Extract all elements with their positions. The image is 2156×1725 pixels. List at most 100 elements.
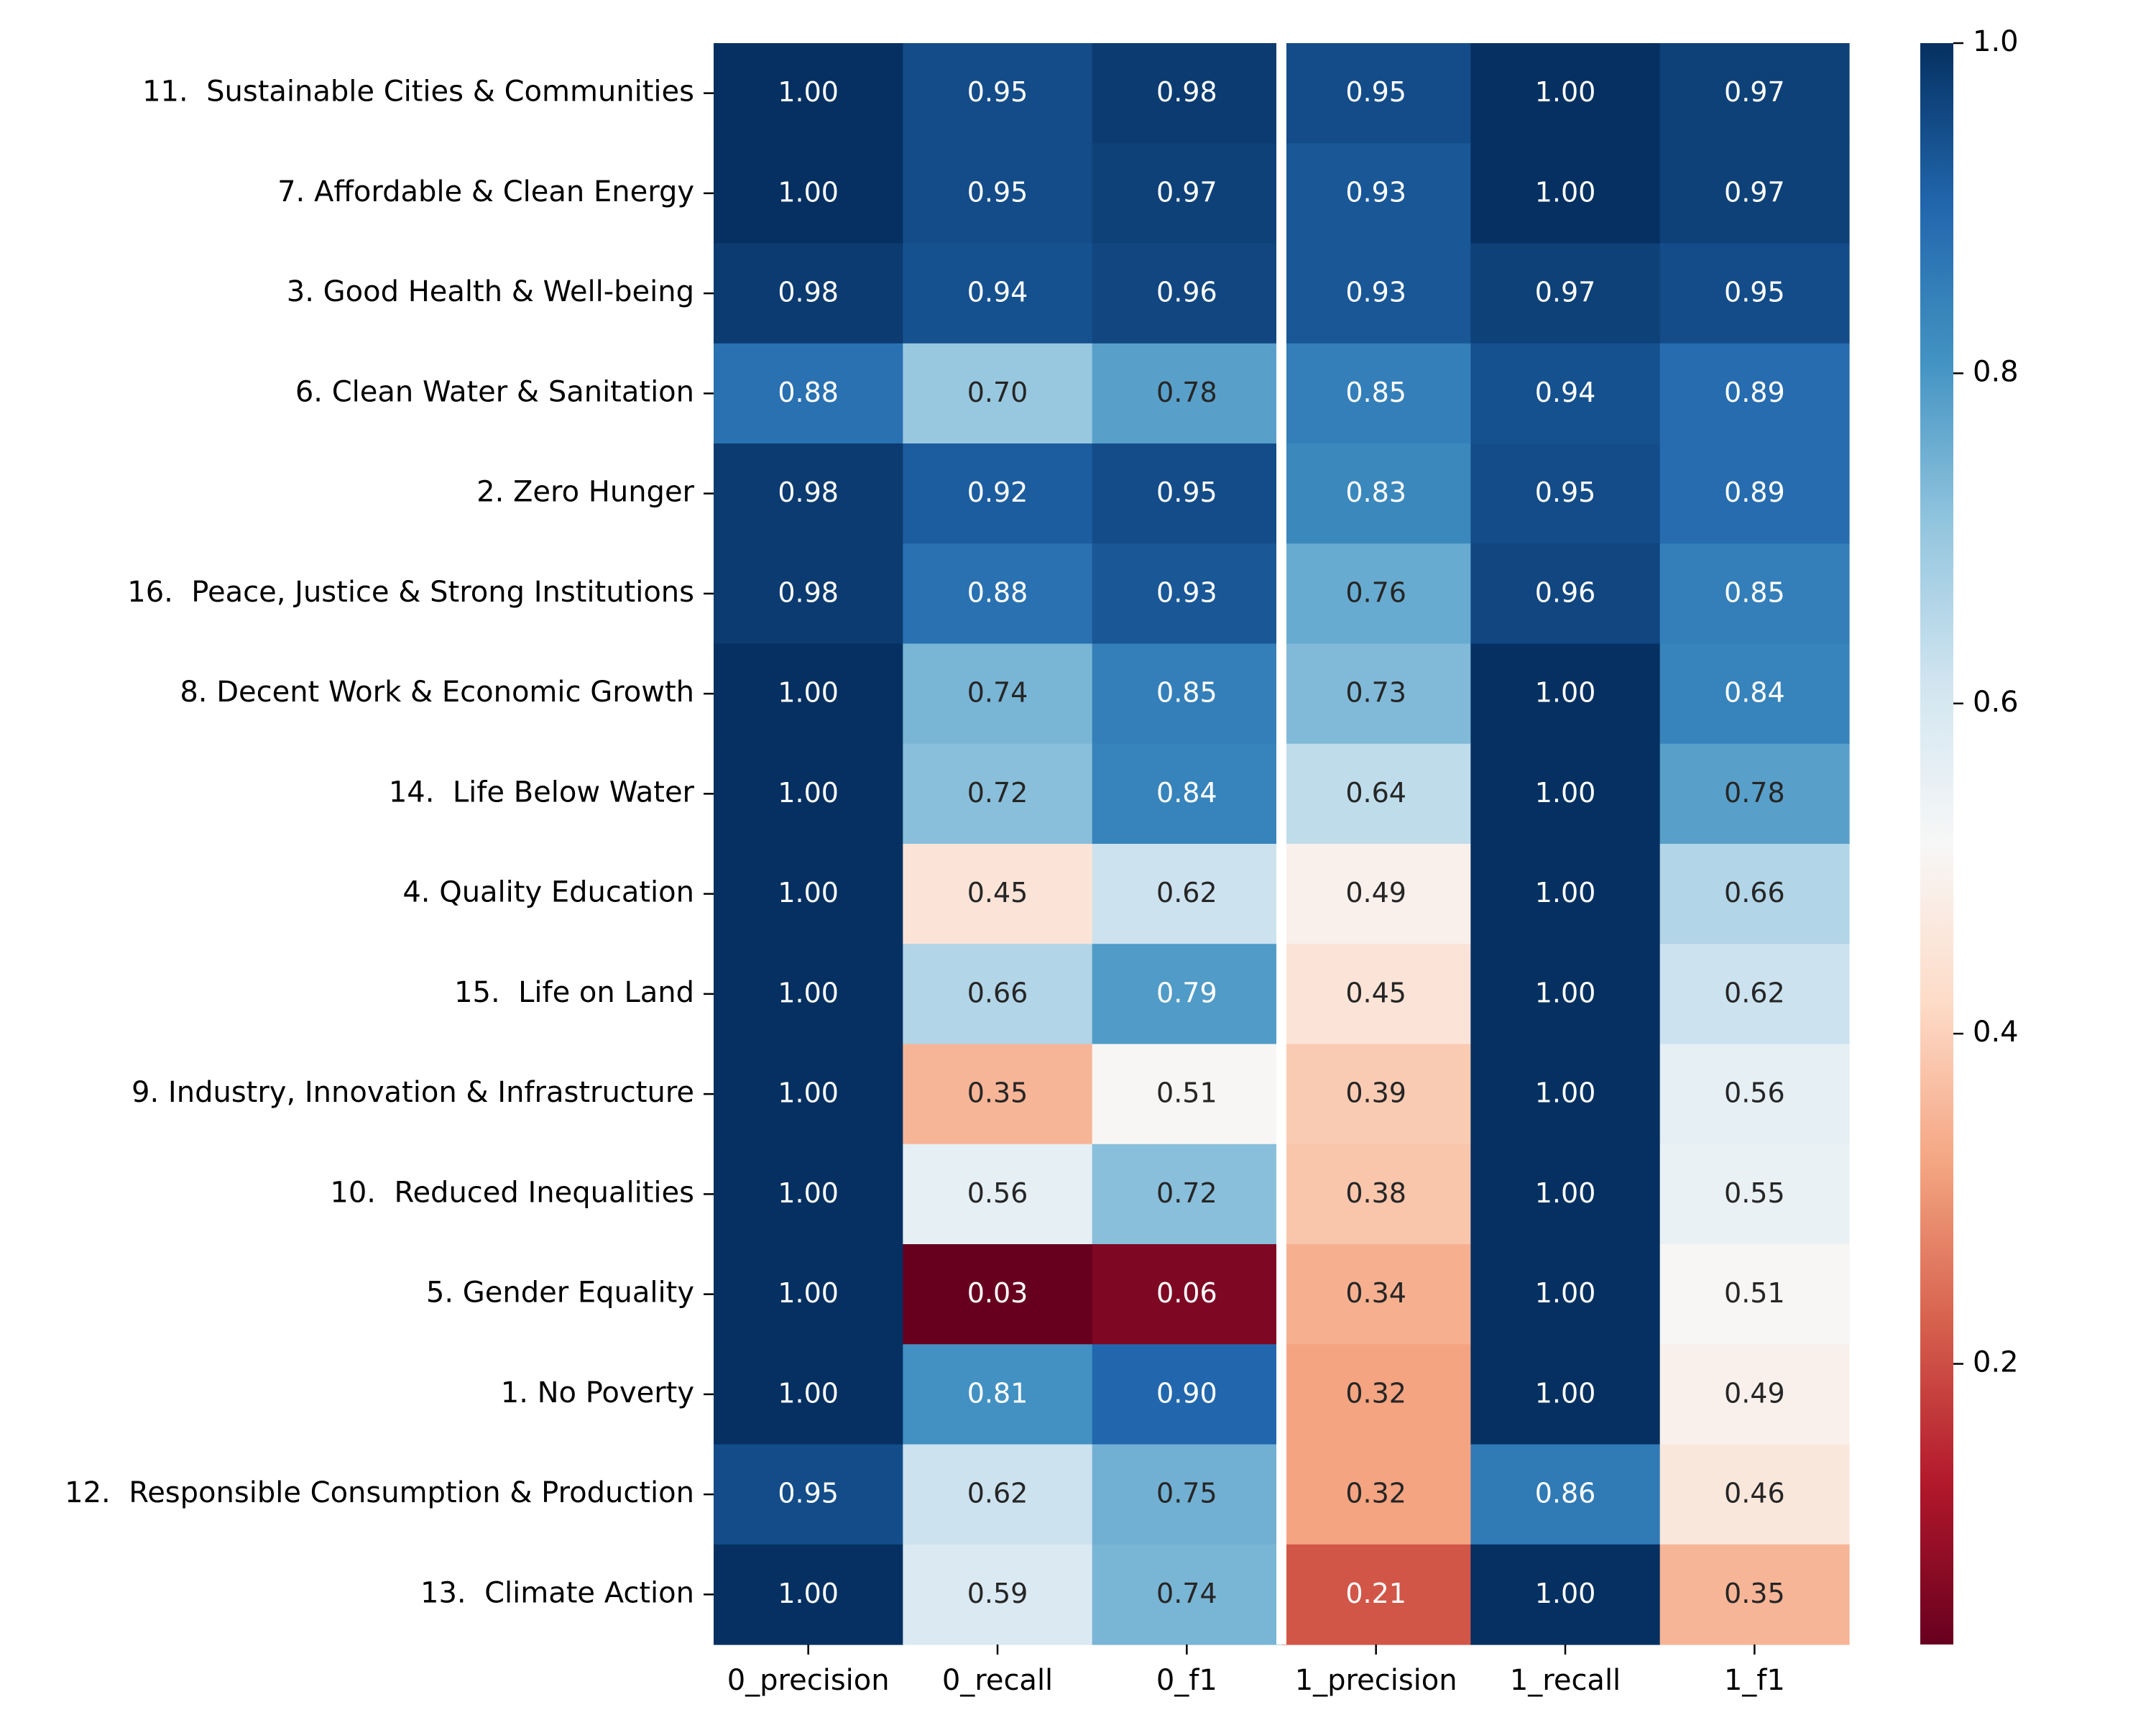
cell-value-label: 0.45 [1345, 977, 1406, 1008]
heatmap-cell-labels: 1.00 0.95 0.98 0.95 1.00 0.97 1.00 0.95 0.97 0.93… [778, 76, 1784, 1609]
heatmap-cell [903, 1244, 1093, 1345]
cell-value-label: 1.00 [1535, 1578, 1596, 1609]
cell-value-label: 0.51 [1156, 1077, 1217, 1109]
heatmap-cell [1470, 1544, 1661, 1645]
heatmap-cell [1281, 1144, 1471, 1245]
heatmap-cell [1281, 1444, 1471, 1545]
colorbar: 0.2 0.4 0.6 0.8 1.0 [1920, 25, 2019, 1644]
heatmap-cell [1281, 1544, 1471, 1645]
heatmap-cell [1659, 1544, 1850, 1645]
heatmap-cell [714, 1444, 903, 1545]
heatmap-cell [714, 1144, 903, 1245]
heatmap-cell [1659, 443, 1850, 544]
cell-value-label: 1.00 [778, 677, 839, 709]
cell-value-label: 0.98 [778, 277, 839, 308]
column-label: 1_recall [1510, 1664, 1621, 1697]
row-label: 16. Peace, Justice & Strong Institutions [127, 576, 694, 609]
cell-value-label: 0.56 [1724, 1077, 1785, 1109]
cell-value-label: 1.00 [778, 176, 839, 208]
heatmap-cell [1092, 443, 1282, 544]
cell-value-label: 0.55 [1724, 1177, 1785, 1209]
cell-value-label: 0.56 [967, 1177, 1028, 1209]
heatmap-cell [1659, 1344, 1850, 1445]
heatmap-cell [903, 243, 1093, 344]
heatmap-cell [903, 1544, 1093, 1645]
heatmap-cell [1092, 743, 1282, 845]
heatmap-cell [1470, 1444, 1661, 1545]
cell-value-label: 0.21 [1345, 1578, 1406, 1609]
heatmap-cell [714, 944, 903, 1045]
cell-value-label: 0.93 [1345, 277, 1406, 308]
colorbar-tick-label: 0.8 [1973, 355, 2019, 388]
heatmap-cell [903, 143, 1093, 244]
heatmap-cell [903, 43, 1093, 144]
heatmap-cell [1659, 1444, 1850, 1545]
cell-value-label: 0.95 [1724, 277, 1785, 308]
heatmap-cell [1470, 343, 1661, 444]
cell-value-label: 1.00 [1535, 777, 1596, 809]
cell-value-label: 1.00 [778, 1177, 839, 1209]
cell-value-label: 0.35 [1724, 1578, 1785, 1609]
row-axis-labels: 11. Sustainable Cities & Communities 7. A… [65, 75, 714, 1609]
cell-value-label: 0.93 [1345, 176, 1406, 208]
heatmap-cell [1470, 143, 1661, 244]
heatmap-cell [903, 543, 1093, 645]
heatmap-cell [903, 443, 1093, 544]
cell-value-label: 1.00 [1535, 1277, 1596, 1309]
row-label: 2. Zero Hunger [476, 476, 694, 509]
row-label: 7. Affordable & Clean Energy [277, 175, 694, 208]
heatmap-cell [1470, 1044, 1661, 1145]
cell-value-label: 0.59 [967, 1578, 1028, 1609]
heatmap-cell [903, 1344, 1093, 1445]
heatmap-cell [714, 743, 903, 845]
cell-value-label: 1.00 [1535, 176, 1596, 208]
heatmap-cell [1470, 443, 1661, 544]
cell-value-label: 0.95 [967, 76, 1028, 108]
heatmap-cell [1281, 343, 1471, 444]
cell-value-label: 1.00 [778, 76, 839, 108]
row-label: 13. Climate Action [420, 1576, 694, 1609]
heatmap-cell [1281, 243, 1471, 344]
heatmap-cell [1092, 43, 1282, 144]
cell-value-label: 1.00 [1535, 1077, 1596, 1109]
cell-value-label: 0.46 [1724, 1478, 1785, 1509]
cell-value-label: 0.98 [778, 477, 839, 508]
heatmap-cell [1659, 543, 1850, 645]
cell-value-label: 0.95 [1345, 76, 1406, 108]
heatmap-cell [1659, 1044, 1850, 1145]
column-label: 1_f1 [1724, 1664, 1785, 1697]
cell-value-label: 0.78 [1156, 377, 1217, 408]
cell-value-label: 0.62 [1724, 977, 1785, 1008]
cell-value-label: 0.94 [1535, 377, 1596, 408]
heatmap-cell [714, 443, 903, 544]
cell-value-label: 0.32 [1345, 1377, 1406, 1409]
cell-value-label: 1.00 [1535, 76, 1596, 108]
cell-value-label: 0.06 [1156, 1277, 1217, 1309]
cell-value-label: 0.88 [778, 377, 839, 408]
heatmap-cell [1470, 1244, 1661, 1345]
heatmap-cell [1281, 1244, 1471, 1345]
heatmap-cell [1470, 543, 1661, 645]
column-label: 0_f1 [1156, 1664, 1217, 1697]
cell-value-label: 0.49 [1345, 877, 1406, 908]
row-label: 11. Sustainable Cities & Communities [142, 75, 694, 109]
column-label: 1_precision [1295, 1664, 1457, 1697]
cell-value-label: 0.62 [967, 1478, 1028, 1509]
heatmap-cell [1281, 743, 1471, 845]
cell-value-label: 1.00 [1535, 1377, 1596, 1409]
heatmap-cell [1092, 944, 1282, 1045]
heatmap-cells [714, 43, 1850, 1645]
cell-value-label: 0.94 [967, 277, 1028, 308]
cell-value-label: 0.76 [1345, 576, 1406, 608]
cell-value-label: 0.89 [1724, 477, 1785, 508]
heatmap-cell [714, 1544, 903, 1645]
cell-value-label: 0.84 [1156, 777, 1217, 809]
cell-value-label: 0.70 [967, 377, 1028, 408]
heatmap-cell [1659, 1244, 1850, 1345]
cell-value-label: 0.98 [1156, 76, 1217, 108]
heatmap-cell [1092, 343, 1282, 444]
cell-value-label: 0.97 [1724, 76, 1785, 108]
row-label: 1. No Poverty [501, 1376, 694, 1409]
row-label: 6. Clean Water & Sanitation [295, 375, 694, 408]
